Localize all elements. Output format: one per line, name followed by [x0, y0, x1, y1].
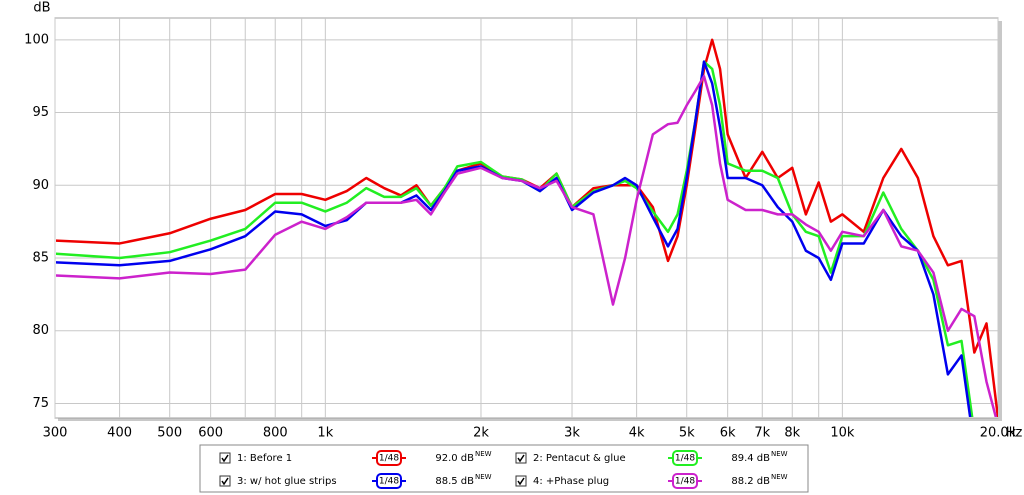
smoothing-button[interactable]	[672, 473, 698, 489]
y-axis-label: dB	[33, 1, 50, 16]
x-tick-label: 6k	[720, 426, 736, 441]
level-label: 89.4 dB	[731, 453, 770, 464]
x-tick-label: 4k	[629, 426, 645, 441]
smoothing-label: 1/48	[675, 454, 695, 464]
check-mark	[221, 454, 229, 463]
x-tick-label: 1k	[317, 426, 333, 441]
y-tick-label: 80	[32, 323, 49, 338]
level-tag: NEW	[771, 473, 788, 481]
smoothing-label: 1/48	[379, 454, 399, 464]
x-tick-label: 600	[198, 426, 223, 441]
smoothing-button[interactable]	[672, 450, 698, 466]
lines	[56, 38, 998, 417]
plot-area	[54, 17, 999, 419]
legend	[199, 444, 809, 493]
check-mark	[517, 477, 525, 486]
x-tick-label: 7k	[754, 426, 770, 441]
series-line	[56, 38, 998, 417]
level-label: 92.0 dB	[435, 453, 474, 464]
y-tick-label: 75	[32, 396, 49, 411]
level-label: 88.5 dB	[435, 476, 474, 487]
y-tick-label: 85	[32, 251, 49, 266]
smoothing-label: 1/48	[675, 477, 695, 487]
smoothing-button[interactable]	[376, 450, 402, 466]
legend-label: 3: w/ hot glue strips	[237, 476, 337, 487]
x-tick-label: 3k	[564, 426, 580, 441]
x-tick-label: 20.0k	[980, 426, 1017, 441]
x-tick-label: 2k	[473, 426, 489, 441]
legend-label: 2: Pentacut & glue	[533, 453, 626, 464]
x-tick-label: 800	[263, 426, 288, 441]
check-mark	[221, 477, 229, 486]
y-tick-label: 100	[24, 32, 49, 47]
checkbox[interactable]	[515, 475, 527, 487]
checkbox[interactable]	[219, 452, 231, 464]
series-line	[56, 60, 974, 417]
level-tag: NEW	[475, 473, 492, 481]
y-tick-label: 95	[32, 105, 49, 120]
check-mark	[517, 454, 525, 463]
legend-label: 4: +Phase plug	[533, 476, 609, 487]
x-tick-label: 8k	[784, 426, 800, 441]
smoothing-label: 1/48	[379, 477, 399, 487]
legend-label: 1: Before 1	[237, 453, 292, 464]
x-tick-label: 10k	[830, 426, 855, 441]
level-tag: NEW	[475, 450, 492, 458]
checkbox[interactable]	[515, 452, 527, 464]
smoothing-button[interactable]	[376, 473, 402, 489]
y-tick-label: 90	[32, 178, 49, 193]
level-label: 88.2 dB	[731, 476, 770, 487]
x-tick-label: 5k	[679, 426, 695, 441]
x-axis-label: Hz	[1006, 426, 1023, 441]
tick-labels: 75 80 85 90 95 100 300 400 500 600 800 1k 2k 3k 4k 5k 6k…	[24, 32, 1017, 440]
series-line	[56, 74, 998, 417]
level-tag: NEW	[771, 450, 788, 458]
x-tick-label: 300	[43, 426, 68, 441]
grid	[54, 18, 999, 418]
legend-entries: 1: Before 1 1/48 92.0 dB NEW 2: Pentacut & g…	[219, 450, 788, 489]
checkbox[interactable]	[219, 475, 231, 487]
x-tick-label: 500	[157, 426, 182, 441]
x-tick-label: 400	[107, 426, 132, 441]
